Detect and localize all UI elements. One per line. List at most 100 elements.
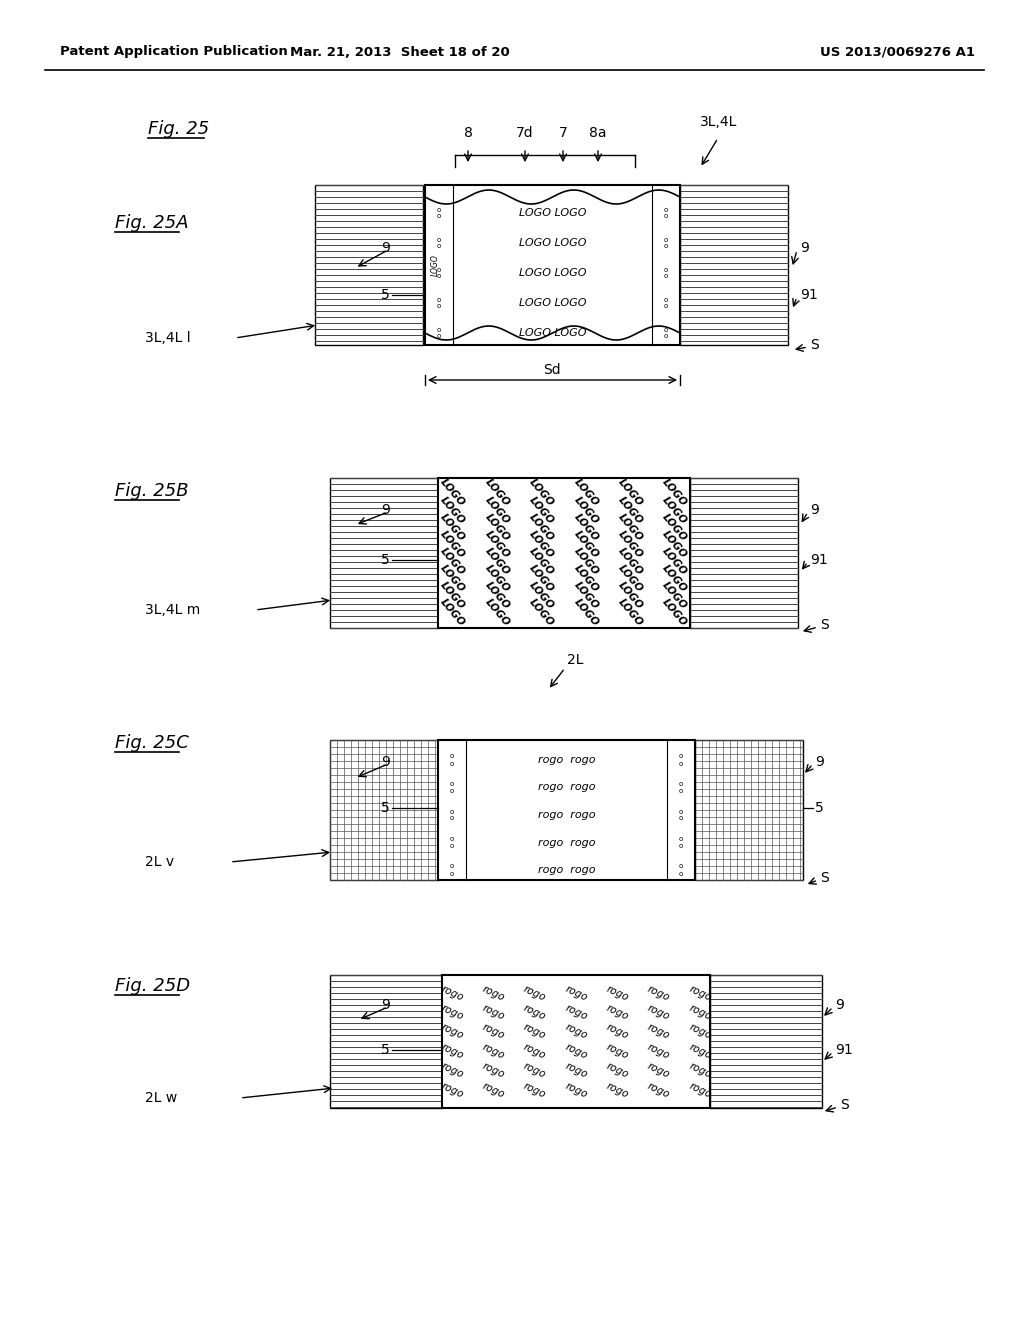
Text: o
o: o o [664,326,668,339]
Text: LOGO: LOGO [660,598,689,628]
Text: 3L,4L: 3L,4L [700,115,737,129]
Bar [330,975,442,1107]
Text: Fig. 25D: Fig. 25D [115,977,190,995]
Text: LOGO: LOGO [483,546,512,577]
Bar [695,741,803,880]
Text: LOGO: LOGO [527,529,556,560]
Text: rogo: rogo [480,1022,506,1041]
Text: 8: 8 [464,125,472,140]
Text: rogo: rogo [480,1061,506,1080]
Text: LOGO: LOGO [438,598,467,628]
Text: Fig. 25C: Fig. 25C [115,734,188,752]
Text: rogo: rogo [646,983,672,1002]
Text: LOGO: LOGO [660,581,689,611]
Bar [680,185,788,345]
Text: LOGO: LOGO [438,529,467,560]
Text: rogo: rogo [646,1041,672,1061]
Text: 9: 9 [381,242,390,255]
Text: 91: 91 [800,288,818,302]
Text: LOGO: LOGO [572,478,600,508]
Text: rogo: rogo [439,1003,465,1022]
Text: rogo: rogo [439,1061,465,1080]
Text: rogo: rogo [687,983,713,1002]
Text: rogo: rogo [687,1003,713,1022]
Text: LOGO: LOGO [616,529,645,560]
Text: 91: 91 [835,1043,853,1057]
Text: rogo: rogo [646,1022,672,1041]
Text: o
o: o o [679,863,683,876]
Text: 3L,4L l: 3L,4L l [145,331,190,345]
Text: 9: 9 [800,242,809,255]
Text: o
o: o o [437,267,441,280]
Text: Mar. 21, 2013  Sheet 18 of 20: Mar. 21, 2013 Sheet 18 of 20 [290,45,510,58]
Text: LOGO: LOGO [572,512,600,543]
Text: 7d: 7d [516,125,534,140]
Text: o
o: o o [679,836,683,849]
Text: rogo: rogo [480,983,506,1002]
Text: LOGO: LOGO [483,564,512,594]
Text: LOGO: LOGO [527,598,556,628]
Text: LOGO: LOGO [430,253,439,276]
Text: 2L v: 2L v [145,855,174,869]
Text: 9: 9 [381,755,390,770]
Text: 2L w: 2L w [145,1092,177,1105]
Text: rogo: rogo [687,1041,713,1061]
Text: 5: 5 [381,288,390,302]
Bar [438,741,695,880]
Text: rogo: rogo [646,1003,672,1022]
Text: rogo: rogo [687,1081,713,1100]
Text: 9: 9 [381,998,390,1012]
Text: S: S [810,338,819,352]
Text: LOGO: LOGO [483,495,512,525]
Text: LOGO: LOGO [660,478,689,508]
Text: rogo: rogo [439,983,465,1002]
Text: rogo: rogo [687,1061,713,1080]
Bar [330,478,438,628]
Text: LOGO: LOGO [438,495,467,525]
Text: rogo: rogo [480,1041,506,1061]
Text: LOGO: LOGO [483,598,512,628]
Text: LOGO LOGO: LOGO LOGO [519,268,587,279]
Text: LOGO: LOGO [483,512,512,543]
Text: rogo: rogo [563,1022,589,1041]
Text: o
o: o o [679,781,683,795]
Text: rogo: rogo [522,1061,548,1080]
Text: LOGO: LOGO [616,598,645,628]
Text: 5: 5 [381,553,390,568]
Text: Fig. 25: Fig. 25 [148,120,209,139]
Text: LOGO: LOGO [572,495,600,525]
Text: 5: 5 [381,1043,390,1057]
Text: LOGO: LOGO [660,512,689,543]
Text: rogo: rogo [522,1003,548,1022]
Text: rogo: rogo [439,1041,465,1061]
Text: o
o: o o [664,267,668,280]
Text: rogo: rogo [439,1022,465,1041]
Text: rogo: rogo [522,983,548,1002]
Text: LOGO: LOGO [527,546,556,577]
Text: o
o: o o [679,754,683,767]
Text: o
o: o o [664,236,668,249]
Text: LOGO: LOGO [483,529,512,560]
Text: o
o: o o [450,781,454,795]
Text: LOGO: LOGO [438,546,467,577]
Text: LOGO: LOGO [438,478,467,508]
Bar [330,741,438,880]
Text: 9: 9 [835,998,844,1012]
Text: LOGO: LOGO [483,478,512,508]
Bar [425,185,680,345]
Text: LOGO: LOGO [660,546,689,577]
Bar [710,975,822,1107]
Bar [438,478,690,628]
Text: LOGO: LOGO [616,546,645,577]
Text: LOGO LOGO: LOGO LOGO [519,209,587,218]
Text: rogo: rogo [604,983,630,1002]
Bar [690,478,798,628]
Text: o
o: o o [450,754,454,767]
Text: o
o: o o [679,808,683,821]
Text: LOGO: LOGO [572,546,600,577]
Text: 5: 5 [381,801,390,814]
Text: o
o: o o [437,326,441,339]
Text: LOGO: LOGO [572,564,600,594]
Text: Fig. 25A: Fig. 25A [115,214,188,232]
Text: LOGO: LOGO [438,581,467,611]
